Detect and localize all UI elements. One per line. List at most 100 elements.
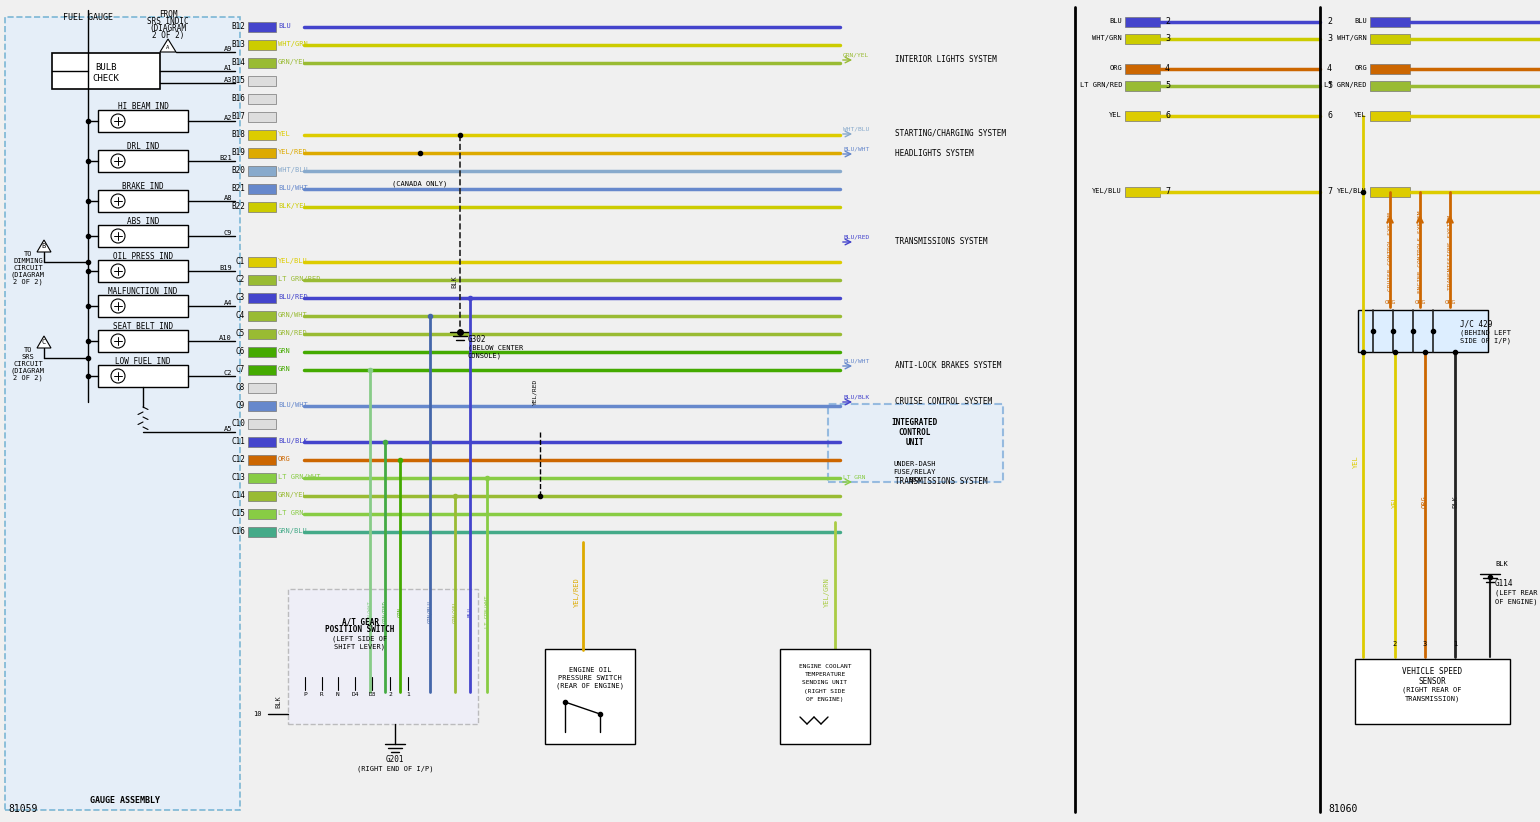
Text: 6: 6 xyxy=(1164,110,1170,119)
Bar xyxy=(248,329,276,339)
Bar xyxy=(99,150,188,172)
Text: C2: C2 xyxy=(236,275,245,284)
Polygon shape xyxy=(160,39,176,52)
Text: BLK: BLK xyxy=(451,275,457,289)
Bar xyxy=(1126,34,1160,44)
Text: C11: C11 xyxy=(231,436,245,446)
Bar xyxy=(248,257,276,267)
Text: OIL PRESS IND: OIL PRESS IND xyxy=(112,252,172,261)
Bar xyxy=(248,437,276,447)
Text: 2: 2 xyxy=(388,691,391,696)
Text: YEL: YEL xyxy=(1109,112,1123,118)
Text: YEL: YEL xyxy=(1354,112,1368,118)
Text: WHT/BLU: WHT/BLU xyxy=(279,167,308,173)
Text: A/T GEAR: A/T GEAR xyxy=(342,617,379,626)
Text: R: R xyxy=(320,691,323,696)
Text: B13: B13 xyxy=(231,39,245,48)
Text: C9: C9 xyxy=(236,400,245,409)
Bar xyxy=(248,509,276,519)
Bar xyxy=(99,225,188,247)
Text: GRN/BLU: GRN/BLU xyxy=(428,601,433,623)
Bar xyxy=(248,148,276,158)
Text: C2: C2 xyxy=(223,370,233,376)
Bar xyxy=(779,649,870,744)
Text: B: B xyxy=(42,243,46,249)
Text: B14: B14 xyxy=(231,58,245,67)
Text: GRN/YEL: GRN/YEL xyxy=(453,601,457,623)
Text: GAUGE ASSEMBLY: GAUGE ASSEMBLY xyxy=(89,796,160,805)
Text: CONTROL: CONTROL xyxy=(899,427,932,436)
Text: CHECK: CHECK xyxy=(92,73,120,82)
Text: GRN: GRN xyxy=(279,366,291,372)
Bar xyxy=(1371,81,1411,91)
Text: G302: G302 xyxy=(468,335,487,344)
Text: C1: C1 xyxy=(236,256,245,266)
Bar xyxy=(248,527,276,537)
Text: CRUISE CONTROL SYSTEM: CRUISE CONTROL SYSTEM xyxy=(895,396,992,405)
Bar xyxy=(52,53,160,89)
Bar xyxy=(248,22,276,32)
Text: N: N xyxy=(336,691,340,696)
Bar xyxy=(248,383,276,393)
Bar xyxy=(1126,64,1160,74)
Text: TRANSMISSIONS SYSTEM: TRANSMISSIONS SYSTEM xyxy=(1448,215,1452,289)
Text: GRN/YEL: GRN/YEL xyxy=(279,59,308,65)
Text: SHIFT LEVER): SHIFT LEVER) xyxy=(334,644,385,650)
Text: 5: 5 xyxy=(1164,81,1170,90)
Text: YEL/RED: YEL/RED xyxy=(574,577,581,607)
Text: GRN/BLU: GRN/BLU xyxy=(279,528,308,534)
Text: SENSOR: SENSOR xyxy=(1418,677,1446,686)
Text: BLU/RED: BLU/RED xyxy=(842,234,869,239)
Text: J/C 429: J/C 429 xyxy=(1460,320,1492,329)
Text: 4: 4 xyxy=(1327,63,1332,72)
Text: (BEHIND LEFT: (BEHIND LEFT xyxy=(1460,330,1511,336)
Text: A1: A1 xyxy=(223,65,233,71)
Text: BLU/BLK: BLU/BLK xyxy=(279,438,308,444)
Text: YEL/BLU: YEL/BLU xyxy=(1092,188,1123,194)
Text: GRN: GRN xyxy=(397,607,402,616)
Text: C6: C6 xyxy=(236,347,245,355)
Text: LT GRN/RED: LT GRN/RED xyxy=(1080,82,1123,88)
Text: LT GRN: LT GRN xyxy=(842,474,865,479)
Text: B21: B21 xyxy=(219,155,233,161)
Text: SRS: SRS xyxy=(22,354,34,360)
Text: BLU/WHT: BLU/WHT xyxy=(279,402,308,408)
Text: 3: 3 xyxy=(1423,641,1428,647)
Text: CONSOLE): CONSOLE) xyxy=(468,353,502,359)
Bar xyxy=(1358,310,1488,352)
Text: C15: C15 xyxy=(231,509,245,518)
Text: 1: 1 xyxy=(407,691,410,696)
Bar xyxy=(1371,34,1411,44)
Text: 81059: 81059 xyxy=(8,804,37,814)
Bar xyxy=(248,419,276,429)
Text: B22: B22 xyxy=(231,201,245,210)
Text: 2: 2 xyxy=(1327,16,1332,25)
Text: (DIAGRAM: (DIAGRAM xyxy=(149,24,186,33)
Text: VEHICLE SPEED: VEHICLE SPEED xyxy=(1401,667,1461,677)
Text: C7: C7 xyxy=(236,364,245,373)
Bar xyxy=(1371,111,1411,121)
Text: BOX: BOX xyxy=(909,477,921,483)
Text: CIRCUIT: CIRCUIT xyxy=(14,361,43,367)
Text: A3: A3 xyxy=(223,77,233,83)
Text: A8: A8 xyxy=(223,195,233,201)
Text: TEMPERATURE: TEMPERATURE xyxy=(804,672,845,677)
Text: B16: B16 xyxy=(231,94,245,103)
Text: A: A xyxy=(166,44,169,49)
Text: GRN/RED: GRN/RED xyxy=(382,601,388,623)
Bar xyxy=(248,58,276,68)
Bar xyxy=(248,311,276,321)
Text: TRANSMISSIONS SYSTEM: TRANSMISSIONS SYSTEM xyxy=(895,237,987,246)
Text: ABS IND: ABS IND xyxy=(126,216,159,225)
Text: (CANADA ONLY): (CANADA ONLY) xyxy=(393,181,448,187)
Text: ORG: ORG xyxy=(1421,496,1428,508)
Bar xyxy=(248,76,276,86)
Text: 81060: 81060 xyxy=(1327,804,1357,814)
Text: C13: C13 xyxy=(231,473,245,482)
Text: LT GRN/RED: LT GRN/RED xyxy=(279,276,320,282)
Text: LT GRN/WHT: LT GRN/WHT xyxy=(485,596,490,628)
Text: BLU/WHT: BLU/WHT xyxy=(279,185,308,191)
Text: C10: C10 xyxy=(231,418,245,427)
Text: B19: B19 xyxy=(231,147,245,156)
Text: ENGINE CONTROLS SYSTEM: ENGINE CONTROLS SYSTEM xyxy=(1417,210,1423,293)
